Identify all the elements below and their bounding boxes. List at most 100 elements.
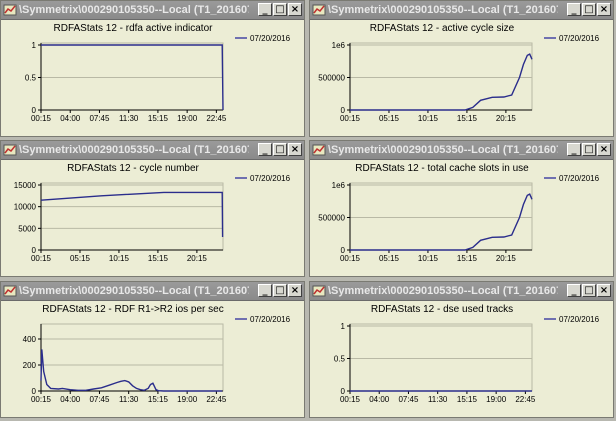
series-line (40, 349, 223, 392)
series-line (350, 193, 533, 251)
chart-title: RDFAStats 12 - rdfa active indicator (54, 23, 214, 34)
x-tick-label: 00:15 (340, 114, 361, 123)
x-tick-label: 00:15 (340, 254, 361, 263)
chart-icon (3, 4, 17, 16)
window-title: \Symmetrix\000290105350--Local (T1_20160… (328, 4, 558, 16)
title-bar[interactable]: \Symmetrix\000290105350--Local (T1_20160… (310, 141, 613, 160)
y-tick-label: 10000 (14, 203, 37, 212)
chart-window-3[interactable]: \Symmetrix\000290105350--Local (T1_20160… (0, 140, 305, 277)
y-tick-label: 15000 (14, 181, 37, 190)
close-button[interactable]: × (597, 143, 611, 156)
chart-window-1[interactable]: \Symmetrix\000290105350--Local (T1_20160… (0, 0, 305, 137)
maximize-button[interactable]: □ (582, 3, 596, 16)
x-tick-label: 15:15 (148, 254, 169, 263)
series-line (41, 44, 224, 111)
x-tick-label: 19:00 (177, 395, 198, 404)
x-tick-label: 10:15 (418, 254, 439, 263)
x-tick-label: 04:00 (60, 395, 81, 404)
close-button[interactable]: × (288, 284, 302, 297)
chart-icon (3, 144, 17, 156)
window-title: \Symmetrix\000290105350--Local (T1_20160… (19, 4, 249, 16)
chart-window-4[interactable]: \Symmetrix\000290105350--Local (T1_20160… (309, 140, 614, 277)
x-tick-label: 15:15 (457, 254, 478, 263)
y-tick-label: 1 (341, 322, 346, 331)
plot-area (349, 323, 533, 392)
maximize-button[interactable]: □ (582, 284, 596, 297)
y-tick-label: 0.5 (334, 355, 346, 364)
legend-label: 07/20/2016 (559, 174, 600, 183)
x-tick-label: 20:15 (496, 114, 517, 123)
maximize-button[interactable]: □ (582, 143, 596, 156)
title-bar[interactable]: \Symmetrix\000290105350--Local (T1_20160… (1, 1, 304, 20)
x-tick-label: 15:15 (148, 114, 169, 123)
x-tick-label: 19:00 (177, 114, 198, 123)
line-chart: RDFAStats 12 - total cache slots in use 0… (318, 163, 600, 263)
close-button[interactable]: × (288, 143, 302, 156)
x-tick-label: 15:15 (148, 395, 169, 404)
minimize-button[interactable]: _ (567, 143, 581, 156)
x-tick-label: 11:30 (119, 114, 139, 123)
chart-window-6[interactable]: \Symmetrix\000290105350--Local (T1_20160… (309, 281, 614, 418)
chart-title: RDFAStats 12 - total cache slots in use (355, 163, 529, 174)
y-tick-label: 1e6 (332, 41, 346, 50)
plot-area (349, 182, 533, 251)
x-tick-label: 22:45 (206, 395, 227, 404)
maximize-button[interactable]: □ (273, 284, 287, 297)
x-tick-label: 04:00 (60, 114, 81, 123)
line-chart: RDFAStats 12 - RDF R1->R2 ios per sec 0 20… (23, 304, 291, 404)
x-tick-label: 15:15 (457, 114, 478, 123)
chart-title: RDFAStats 12 - active cycle size (370, 23, 515, 34)
minimize-button[interactable]: _ (567, 3, 581, 16)
chart-window-5[interactable]: \Symmetrix\000290105350--Local (T1_20160… (0, 281, 305, 418)
series-line (40, 191, 224, 238)
legend-label: 07/20/2016 (559, 315, 600, 324)
x-tick-label: 05:15 (379, 254, 400, 263)
x-tick-label: 11:30 (428, 395, 448, 404)
x-tick-label: 00:15 (31, 254, 52, 263)
chart-title: RDFAStats 12 - RDF R1->R2 ios per sec (42, 304, 223, 315)
legend-label: 07/20/2016 (250, 315, 291, 324)
minimize-button[interactable]: _ (567, 284, 581, 297)
x-tick-label: 11:30 (119, 395, 139, 404)
minimize-button[interactable]: _ (258, 284, 272, 297)
maximize-button[interactable]: □ (273, 143, 287, 156)
close-button[interactable]: × (597, 3, 611, 16)
title-bar[interactable]: \Symmetrix\000290105350--Local (T1_20160… (1, 141, 304, 160)
y-tick-label: 1e6 (332, 181, 346, 190)
legend-label: 07/20/2016 (250, 174, 291, 183)
minimize-button[interactable]: _ (258, 3, 272, 16)
x-tick-label: 00:15 (31, 395, 52, 404)
y-tick-label: 200 (23, 361, 37, 370)
x-tick-label: 07:45 (89, 395, 110, 404)
minimize-button[interactable]: _ (258, 143, 272, 156)
line-chart: RDFAStats 12 - cycle number 0 5000 10000 150… (14, 163, 291, 263)
series-line (350, 53, 533, 111)
y-tick-label: 0 (32, 106, 37, 115)
chart-window-2[interactable]: \Symmetrix\000290105350--Local (T1_20160… (309, 0, 614, 137)
x-tick-label: 10:15 (109, 254, 130, 263)
x-tick-label: 10:15 (418, 114, 439, 123)
x-tick-label: 19:00 (486, 395, 507, 404)
y-tick-label: 500000 (318, 214, 345, 223)
y-tick-label: 0 (32, 387, 37, 396)
y-tick-label: 400 (23, 335, 37, 344)
chart-icon (312, 4, 326, 16)
x-tick-label: 20:15 (187, 254, 208, 263)
maximize-button[interactable]: □ (273, 3, 287, 16)
title-bar[interactable]: \Symmetrix\000290105350--Local (T1_20160… (310, 282, 613, 301)
x-tick-label: 22:45 (515, 395, 536, 404)
close-button[interactable]: × (597, 284, 611, 297)
x-tick-label: 07:45 (398, 395, 419, 404)
chart-icon (312, 285, 326, 297)
y-tick-label: 0 (32, 246, 37, 255)
close-button[interactable]: × (288, 3, 302, 16)
x-tick-label: 04:00 (369, 395, 390, 404)
title-bar[interactable]: \Symmetrix\000290105350--Local (T1_20160… (310, 1, 613, 20)
y-tick-label: 5000 (18, 224, 36, 233)
x-tick-label: 15:15 (457, 395, 478, 404)
window-title: \Symmetrix\000290105350--Local (T1_20160… (328, 144, 558, 156)
title-bar[interactable]: \Symmetrix\000290105350--Local (T1_20160… (1, 282, 304, 301)
legend-label: 07/20/2016 (559, 34, 600, 43)
window-title: \Symmetrix\000290105350--Local (T1_20160… (328, 285, 558, 297)
x-tick-label: 22:45 (206, 114, 227, 123)
